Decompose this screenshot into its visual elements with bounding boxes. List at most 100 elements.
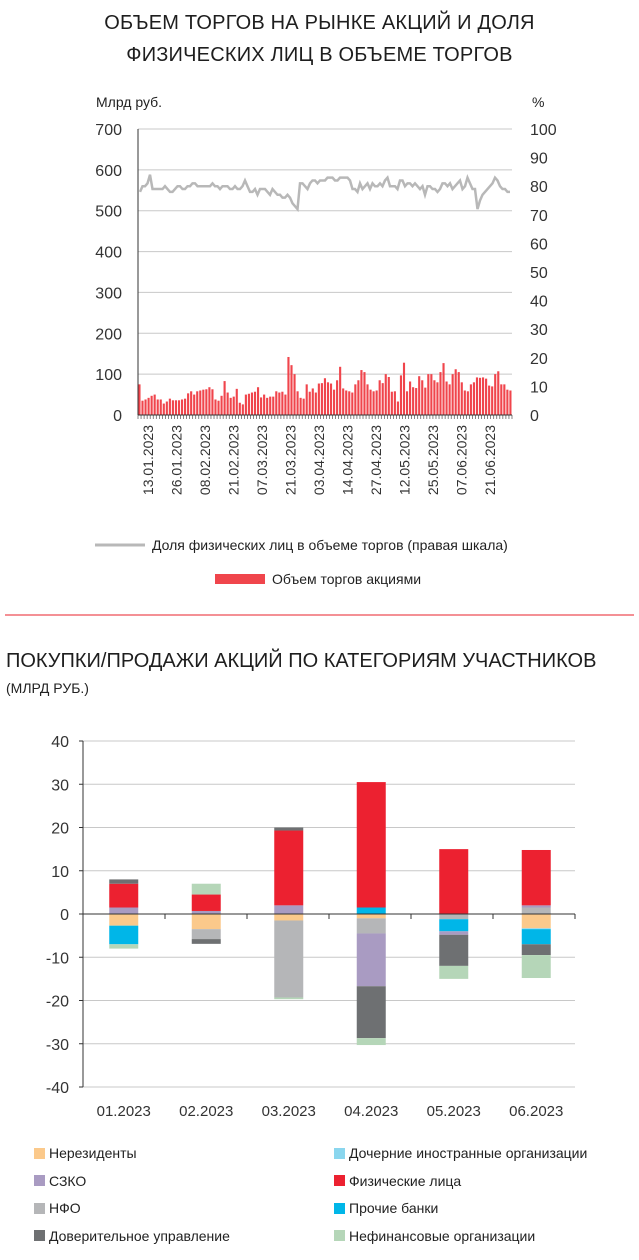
y-tick-label: -20 bbox=[46, 994, 69, 1011]
y-tick-label: 300 bbox=[95, 285, 122, 302]
volume-bar bbox=[451, 374, 454, 415]
y-tick-label: 600 bbox=[95, 163, 122, 180]
volume-bar bbox=[244, 394, 247, 415]
stacked-bar-segment bbox=[521, 928, 551, 930]
x-tick-label: 27.04.2023 bbox=[368, 425, 384, 495]
volume-bar bbox=[326, 382, 330, 415]
volume-bar bbox=[500, 384, 503, 415]
x-tick-label: 03.04.2023 bbox=[311, 425, 327, 495]
stacked-bar-segment bbox=[109, 883, 139, 908]
legend-label: Нефинансовые организации bbox=[349, 1227, 536, 1244]
legend-label-volume: Объем торгов акциями bbox=[272, 571, 421, 587]
legend-item: Нефинансовые организации bbox=[334, 1228, 535, 1244]
volume-bar bbox=[287, 356, 290, 415]
stacked-bar-segment bbox=[274, 920, 304, 998]
volume-bar bbox=[357, 380, 360, 415]
volume-bar bbox=[351, 392, 354, 415]
y-tick-label: -40 bbox=[46, 1080, 69, 1097]
volume-bar bbox=[345, 390, 348, 415]
volume-bar bbox=[223, 381, 226, 415]
legend-swatch bbox=[334, 1147, 345, 1159]
volume-bar bbox=[180, 399, 184, 415]
chart1-title-line1: ОБЪЕМ ТОРГОВ НА РЫНКЕ АКЦИЙ И ДОЛЯ bbox=[104, 12, 535, 34]
volume-bar bbox=[448, 384, 451, 415]
volume-bar bbox=[463, 390, 466, 415]
volume-bar bbox=[184, 398, 187, 415]
volume-bar bbox=[260, 397, 263, 415]
volume-bar bbox=[320, 383, 323, 415]
volume-bar bbox=[342, 388, 345, 415]
stacked-bar-segment bbox=[439, 934, 469, 966]
stacked-bar-segment bbox=[109, 925, 139, 945]
volume-bar bbox=[390, 391, 393, 415]
stacked-bar-segment bbox=[191, 910, 221, 914]
x-tick-label: 14.04.2023 bbox=[340, 425, 356, 495]
volume-bar bbox=[241, 404, 244, 415]
volume-bar bbox=[162, 403, 165, 415]
x-tick-label: 21.02.2023 bbox=[226, 425, 242, 495]
stacked-bar-segment bbox=[521, 849, 551, 906]
volume-bar bbox=[284, 394, 287, 415]
legend-label: Физические лица bbox=[349, 1172, 462, 1189]
legend-item: НФО bbox=[34, 1200, 81, 1216]
volume-bar bbox=[402, 362, 406, 415]
volume-bar bbox=[302, 398, 305, 415]
volume-bar bbox=[299, 397, 302, 415]
x-tick-label: 07.03.2023 bbox=[254, 425, 270, 495]
stacked-bar-segment bbox=[274, 997, 304, 1000]
volume-bar bbox=[211, 389, 214, 415]
volume-bar bbox=[323, 378, 327, 415]
volume-bar bbox=[378, 380, 381, 415]
volume-bar bbox=[278, 392, 281, 415]
stacked-bar-segment bbox=[356, 933, 386, 987]
volume-bar bbox=[439, 372, 442, 415]
volume-bar bbox=[199, 390, 202, 415]
volume-bar bbox=[165, 401, 168, 415]
volume-bar bbox=[311, 388, 314, 415]
volume-bar bbox=[399, 375, 403, 415]
x-tick-label: 26.01.2023 bbox=[169, 425, 185, 495]
legend-label: Дочерние иностранные организации bbox=[349, 1145, 588, 1161]
volume-bar bbox=[193, 394, 196, 415]
volume-bar bbox=[466, 391, 469, 415]
volume-bar bbox=[168, 398, 171, 415]
chart1-ylabel: Млрд руб. bbox=[96, 94, 163, 110]
volume-bar bbox=[144, 399, 147, 415]
volume-bar bbox=[415, 388, 418, 415]
volume-bar bbox=[220, 395, 223, 415]
y-tick-label: 10 bbox=[51, 864, 69, 881]
legend-item: Физические лица bbox=[334, 1173, 461, 1189]
legend-label-share: Доля физических лиц в объеме торгов (пра… bbox=[152, 537, 508, 553]
y-tick-label: 100 bbox=[95, 367, 122, 384]
volume-bar bbox=[442, 363, 445, 415]
volume-bar bbox=[363, 372, 366, 415]
volume-bar bbox=[196, 391, 199, 415]
volume-bar bbox=[436, 382, 439, 415]
x-tick-label: 21.06.2023 bbox=[482, 425, 498, 495]
legend-swatch bbox=[34, 1147, 45, 1159]
volume-bar bbox=[329, 383, 333, 415]
volume-bar bbox=[445, 381, 448, 415]
y-tick-label: 200 bbox=[95, 326, 122, 343]
volume-bar bbox=[147, 397, 150, 415]
share-line bbox=[138, 173, 510, 213]
volume-bar bbox=[418, 376, 421, 415]
volume-bar bbox=[488, 385, 491, 415]
stacked-bar-segment bbox=[356, 914, 386, 919]
y2-tick-label: 0 bbox=[530, 408, 539, 425]
x-tick-label: 12.05.2023 bbox=[397, 425, 413, 495]
volume-bar bbox=[396, 401, 399, 415]
volume-bar bbox=[381, 383, 384, 415]
volume-bar bbox=[494, 374, 497, 415]
y-tick-label: 400 bbox=[95, 245, 122, 262]
stacked-bar-segment bbox=[109, 944, 139, 949]
stacked-bar-segment bbox=[109, 879, 139, 884]
volume-bar bbox=[454, 369, 457, 415]
volume-bar bbox=[405, 391, 409, 415]
volume-bar bbox=[256, 387, 260, 415]
volume-bar bbox=[424, 387, 427, 415]
stacked-bar-segment bbox=[439, 931, 469, 935]
x-tick-label: 07.06.2023 bbox=[454, 425, 470, 495]
